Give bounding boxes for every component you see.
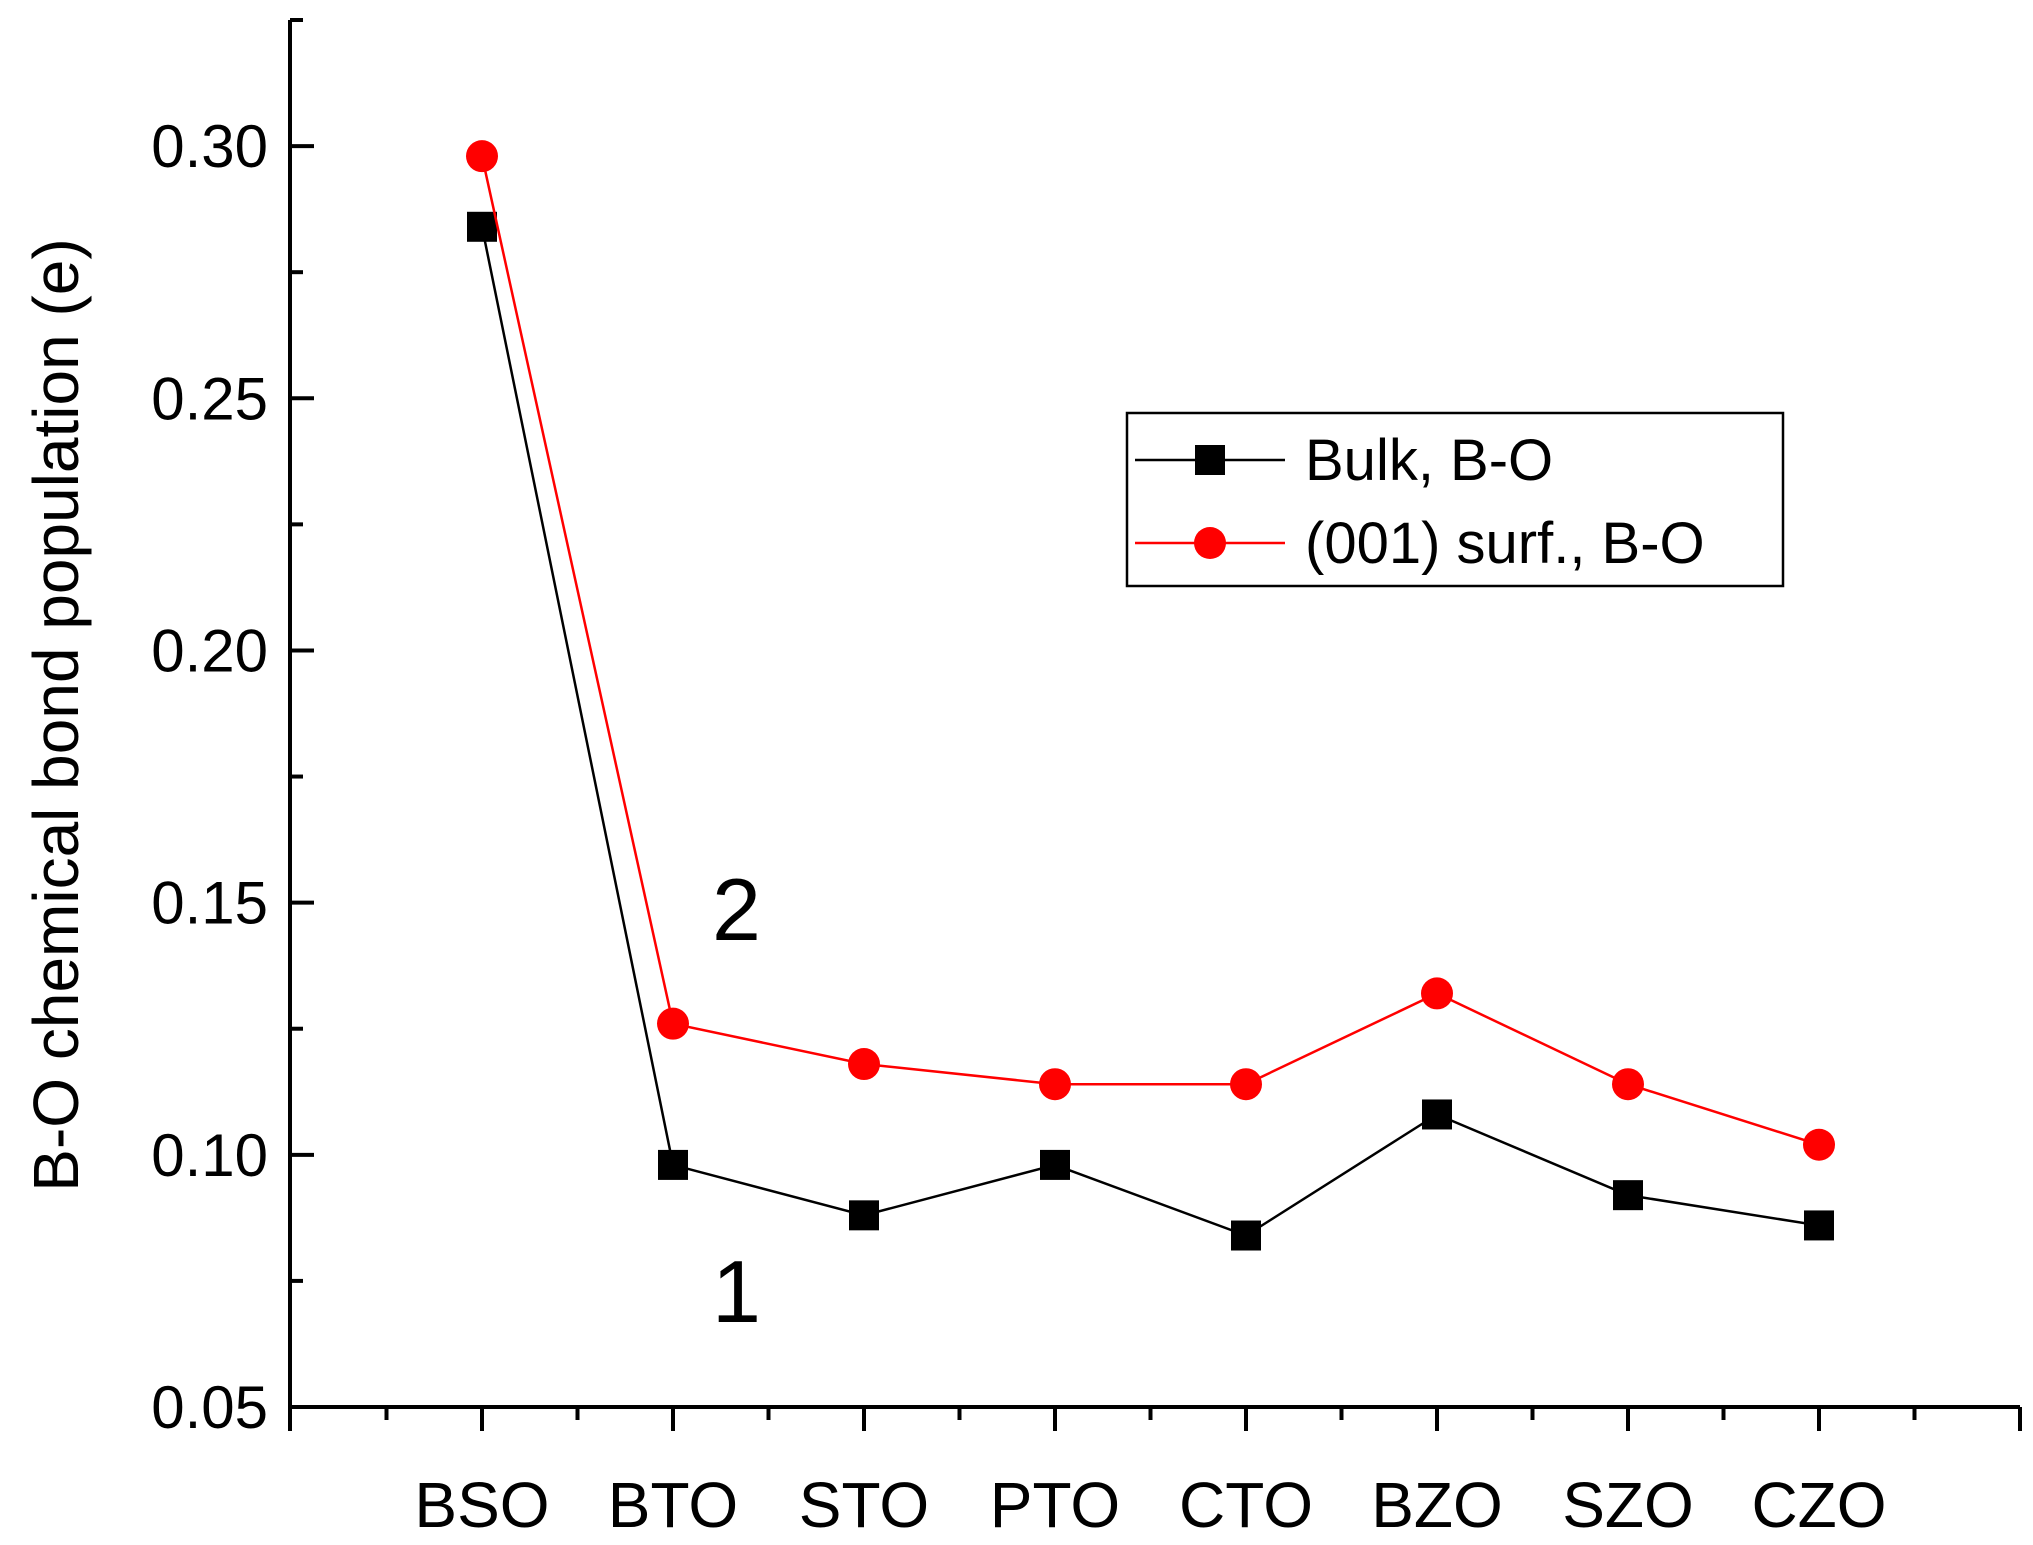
x-tick-label: SZO [1562,1469,1694,1541]
data-point-square [1422,1099,1452,1130]
y-tick-label: 0.25 [151,365,268,432]
legend-marker-circle [1194,527,1226,559]
legend-box [1125,411,1785,588]
y-tick-label: 0.15 [151,870,268,937]
series-surface [466,140,1835,1161]
y-tick-label: 0.20 [151,617,268,684]
data-point-square [658,1149,688,1180]
data-point-circle [1803,1128,1835,1161]
legend-label: (001) surf., B-O [1305,511,1705,576]
y-axis-ticks: 0.05 0.10 0.15 0.20 0.25 0.30 [151,18,314,1441]
x-tick-label: CZO [1751,1469,1886,1541]
y-axis-label: B-O chemical bond population (e) [20,238,92,1191]
x-tick-label: BZO [1371,1469,1503,1541]
x-tick-label: PTO [990,1469,1120,1541]
y-tick-label: 0.30 [151,113,268,180]
data-point-square [1040,1149,1070,1180]
legend: Bulk, B-O (001) surf., B-O [1125,411,1785,588]
annotation-label: 2 [712,860,761,959]
x-tick-label: BTO [608,1469,738,1541]
series-layer [466,140,1835,1251]
x-tick-label: CTO [1179,1469,1313,1541]
data-point-square [1231,1220,1261,1251]
data-point-square [467,211,497,242]
data-point-circle [657,1007,689,1040]
annotations: 21 [712,860,761,1341]
series-bulk [467,211,1834,1251]
legend-marker-square [1195,445,1225,475]
series-line [480,226,1820,1237]
x-tick-label: BSO [414,1469,549,1541]
data-point-circle [848,1048,880,1081]
series-line [480,155,1820,1146]
y-tick-label: 0.05 [151,1374,268,1441]
data-point-circle [1230,1068,1262,1101]
annotation-label: 1 [712,1242,761,1341]
x-tick-label: STO [799,1469,929,1541]
data-point-circle [1421,977,1453,1010]
data-point-square [849,1200,879,1231]
axes [288,20,2020,1409]
data-point-circle [466,140,498,173]
x-axis-ticks: BSO BTO STO PTO CTO BZO SZO CZO [288,1407,2022,1541]
legend-label: Bulk, B-O [1305,428,1553,493]
data-point-circle [1039,1068,1071,1101]
data-point-square [1804,1210,1834,1241]
y-tick-label: 0.10 [151,1122,268,1189]
data-point-square [1613,1180,1643,1211]
data-point-circle [1612,1068,1644,1101]
